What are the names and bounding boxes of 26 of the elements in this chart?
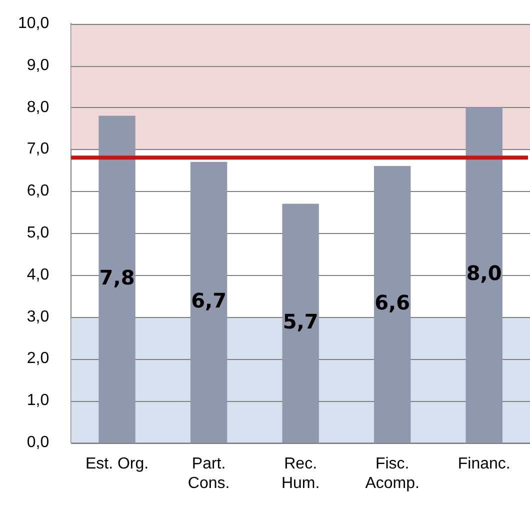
bar bbox=[190, 162, 228, 443]
x-tick-label: Rec. Hum. bbox=[281, 456, 320, 492]
bar bbox=[374, 166, 411, 443]
data-label: 7,8 bbox=[99, 265, 135, 290]
y-tick-label: 5,0 bbox=[26, 224, 50, 242]
y-tick-label: 6,0 bbox=[26, 182, 50, 200]
y-tick-label: 3,0 bbox=[26, 308, 50, 326]
y-tick-label: 9,0 bbox=[26, 56, 50, 74]
x-tick-label: Financ. bbox=[458, 456, 510, 473]
x-tick-label: Est. Org. bbox=[85, 456, 149, 473]
data-label: 5,7 bbox=[282, 309, 318, 334]
data-label: 6,6 bbox=[374, 290, 410, 315]
data-label: 6,7 bbox=[191, 288, 227, 312]
y-tick-label: 4,0 bbox=[26, 266, 50, 284]
y-tick-label: 8,0 bbox=[26, 98, 50, 116]
bar bbox=[466, 107, 502, 443]
x-tick-label: Part. Cons. bbox=[188, 456, 230, 492]
bar bbox=[282, 204, 319, 443]
y-tick-label: 10,0 bbox=[18, 15, 50, 32]
y-tick-label: 0,0 bbox=[26, 434, 50, 452]
x-tick-label: Fisc. Acomp. bbox=[365, 456, 420, 492]
y-tick-label: 7,0 bbox=[26, 140, 50, 158]
bar bbox=[98, 116, 136, 443]
y-tick-label: 1,0 bbox=[26, 392, 50, 410]
y-tick-label: 2,0 bbox=[26, 350, 50, 368]
data-label: 8,0 bbox=[466, 261, 502, 286]
